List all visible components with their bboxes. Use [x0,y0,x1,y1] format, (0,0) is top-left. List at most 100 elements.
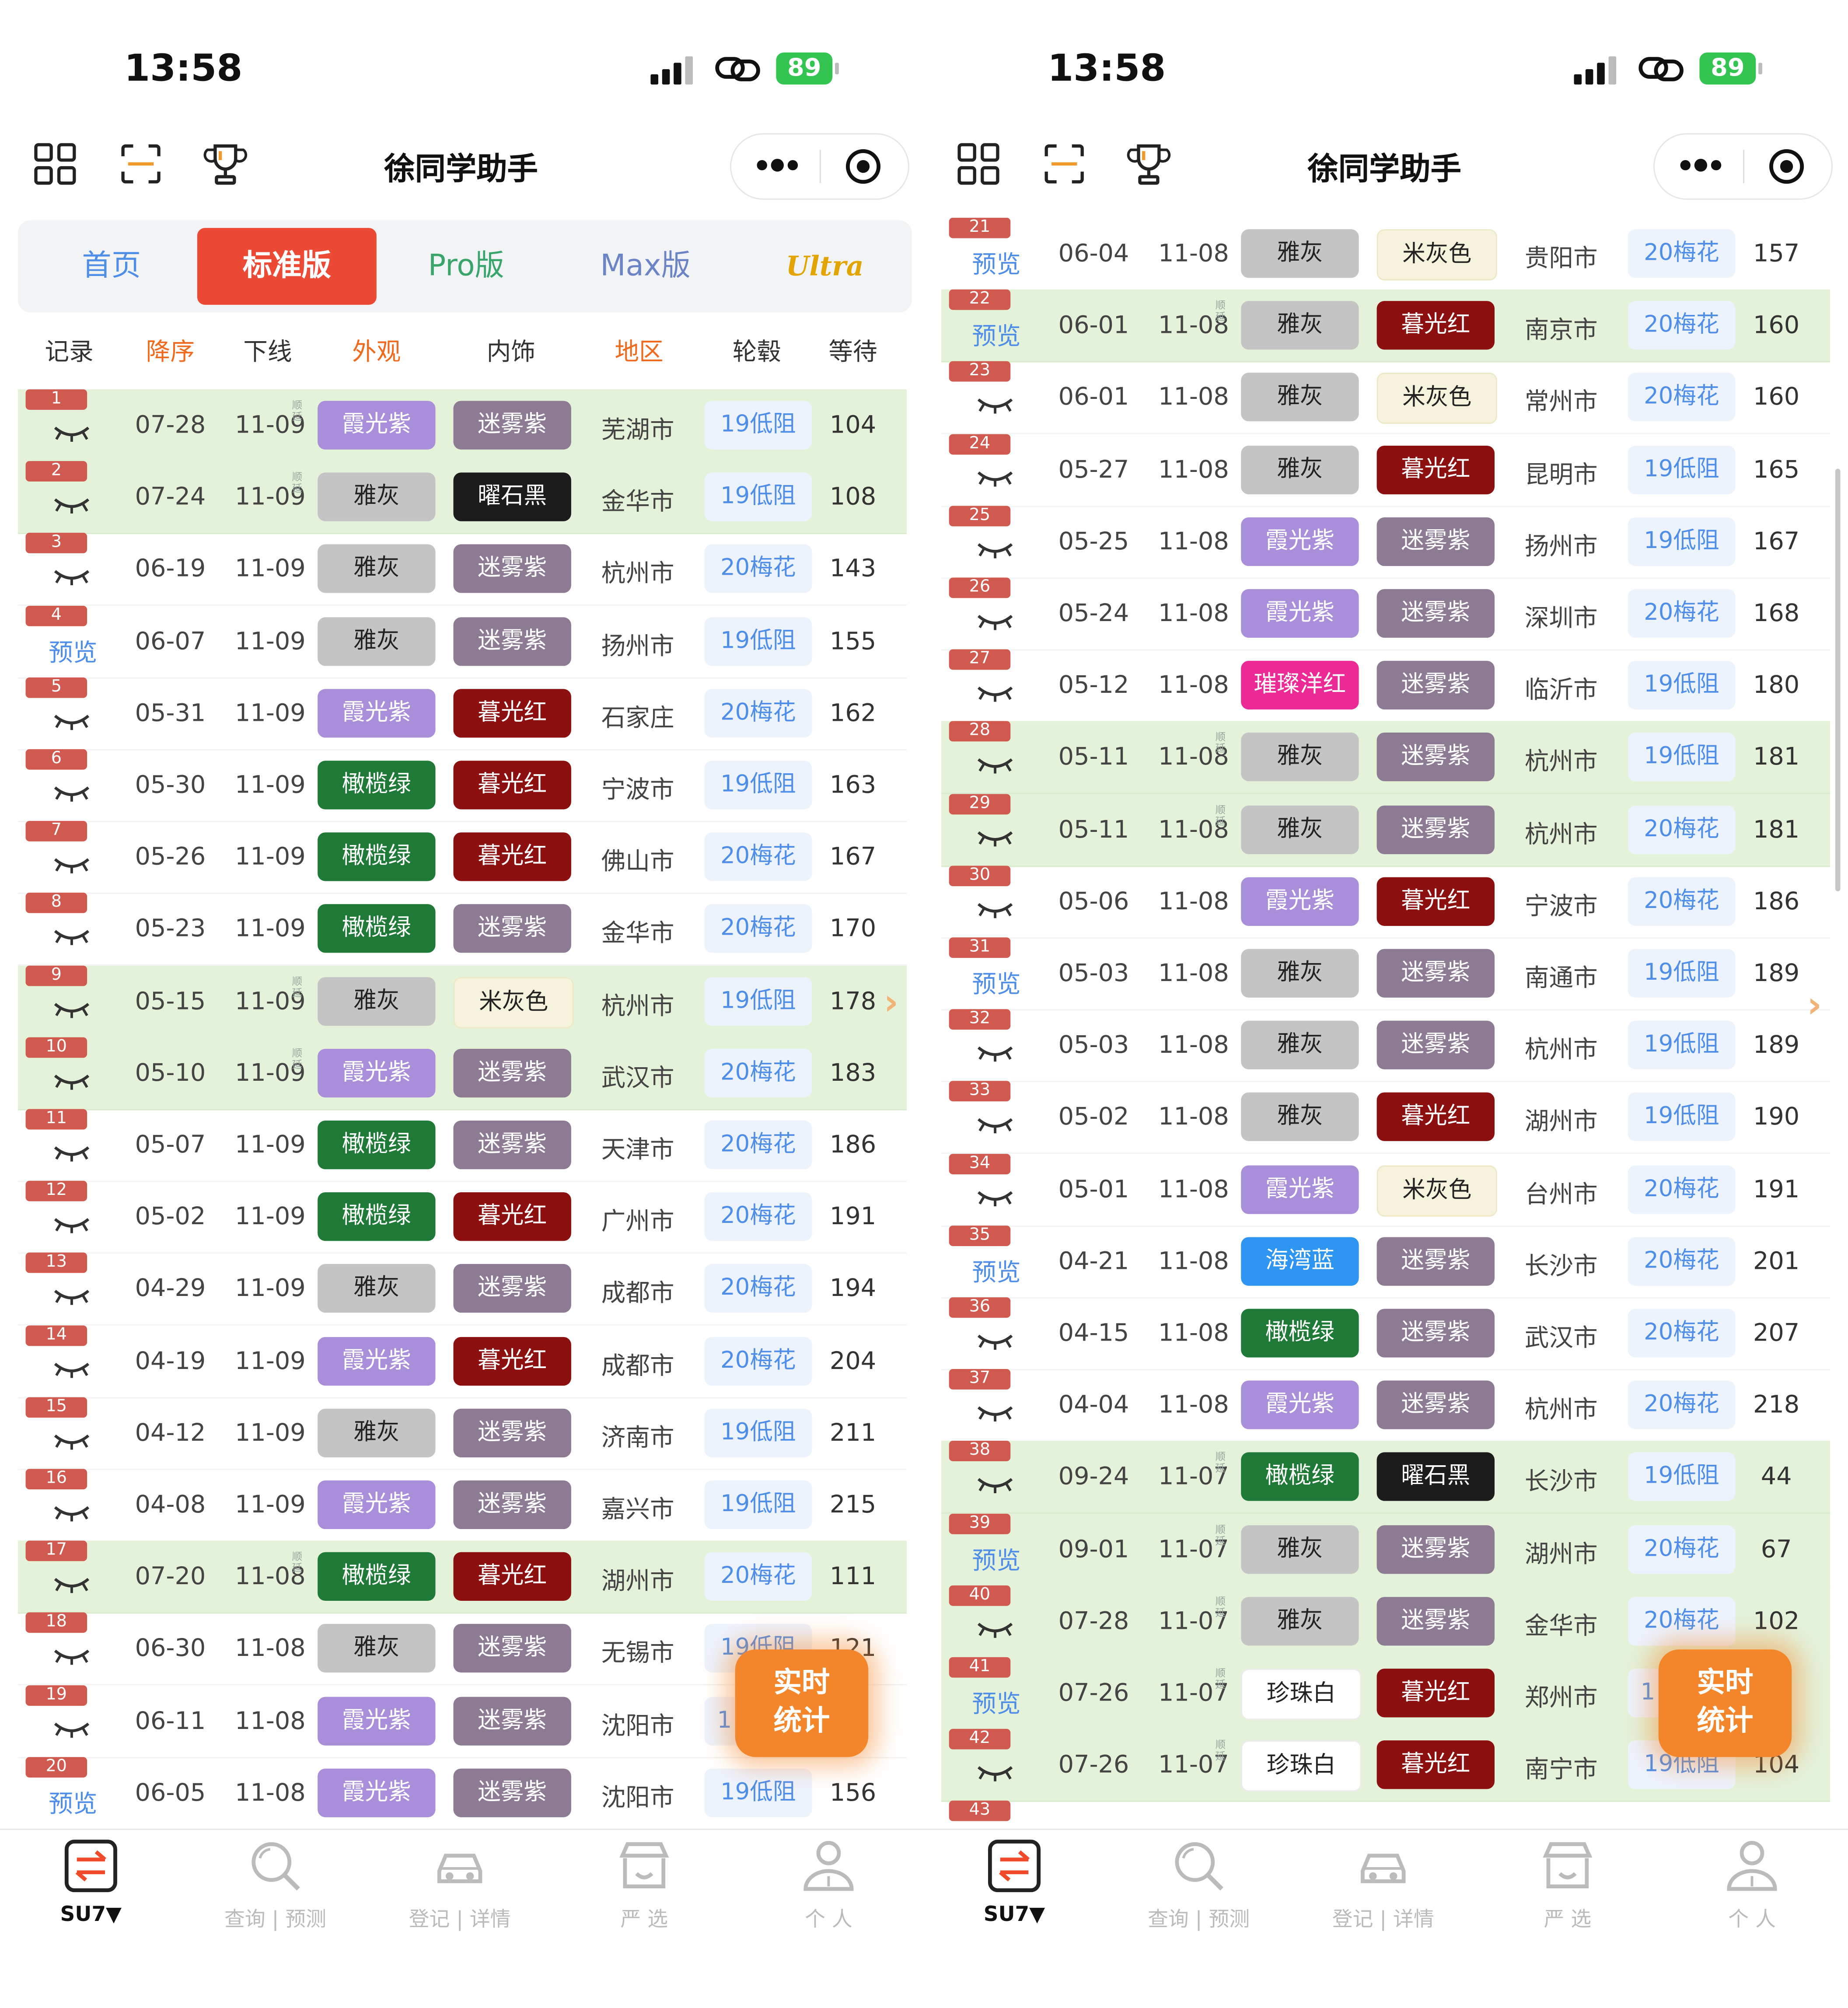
realtime-stats-button[interactable]: 实时 统计 [1658,1649,1792,1757]
eye-closed-icon[interactable] [51,855,92,874]
trophy-icon[interactable] [1126,141,1172,187]
table-row[interactable]: 4 预览 06-07 11-09 雅灰 迷雾紫 扬州市 19低阻 155 [17,605,907,678]
table-row[interactable]: 16 04-08 11-09 霞光紫 迷雾紫 嘉兴市 19低阻 215 [17,1469,907,1542]
eye-closed-icon[interactable] [51,423,92,442]
scan-icon[interactable] [1041,141,1087,187]
bottom-tab-swap[interactable]: SU7▼ [8,1838,175,1926]
eye-closed-icon[interactable] [51,566,92,586]
preview-link[interactable]: 预览 [972,1258,1021,1287]
table-row[interactable]: 39 预览 09-01 11-07 顺延 雅灰 迷雾紫 湖州市 20梅花 67 [941,1513,1831,1586]
eye-closed-icon[interactable] [51,1070,92,1090]
eye-closed-icon[interactable] [975,1403,1016,1422]
eye-closed-icon[interactable] [51,926,92,946]
header-record[interactable]: 记录 [45,338,94,367]
table-row[interactable]: 43 [941,1801,1830,1829]
eye-closed-icon[interactable] [975,1762,1016,1782]
table-row[interactable]: 30 05-06 11-08 霞光紫 暮光红 宁波市 20梅花 186 [941,865,1831,939]
eye-closed-icon[interactable] [51,1214,92,1234]
bottom-tab-search[interactable]: 查询 | 预测 [1115,1838,1282,1933]
table-row[interactable]: 17 07-20 11-08 顺延 橄榄绿 暮光红 湖州市 20梅花 111 [17,1540,907,1614]
eye-closed-icon[interactable] [975,1474,1016,1494]
table-row[interactable]: 36 04-15 11-08 橄榄绿 迷雾紫 武汉市 20梅花 207 [941,1297,1831,1370]
table-row[interactable]: 29 05-11 11-08 顺延 雅灰 迷雾紫 杭州市 20梅花 181 [941,793,1831,867]
grid-icon[interactable] [32,141,78,187]
preview-link[interactable]: 预览 [49,638,98,667]
eye-closed-icon[interactable] [51,1574,92,1593]
preview-link[interactable]: 预览 [972,1690,1021,1719]
header-region[interactable]: 地区 [615,338,664,367]
eye-closed-icon[interactable] [51,495,92,514]
eye-closed-icon[interactable] [975,899,1016,918]
eye-closed-icon[interactable] [51,710,92,730]
tab-max[interactable]: Max版 [600,249,691,283]
close-target-icon[interactable] [844,147,883,186]
bottom-tab-store[interactable]: 严 选 [561,1838,727,1933]
eye-closed-icon[interactable] [975,467,1016,486]
eye-closed-icon[interactable] [975,827,1016,846]
table-row[interactable]: 15 04-12 11-09 雅灰 迷雾紫 济南市 19低阻 211 [17,1397,907,1470]
header-offline[interactable]: 下线 [243,338,292,367]
header-exterior[interactable]: 外观 [352,338,401,367]
eye-closed-icon[interactable] [975,755,1016,774]
table-row[interactable]: 6 05-30 11-09 橄榄绿 暮光红 宁波市 19低阻 163 [17,749,907,822]
table-row[interactable]: 35 预览 04-21 11-08 海湾蓝 迷雾紫 长沙市 20梅花 201 [941,1225,1831,1299]
table-row[interactable]: 11 05-07 11-09 橄榄绿 迷雾紫 天津市 20梅花 186 [17,1109,907,1182]
eye-closed-icon[interactable] [51,1430,92,1449]
table-row[interactable]: 33 05-02 11-08 雅灰 暮光红 湖州市 19低阻 190 [941,1081,1831,1155]
table-row[interactable]: 3 06-19 11-09 雅灰 迷雾紫 杭州市 20梅花 143 [17,533,907,607]
bottom-tab-swap[interactable]: SU7▼ [931,1838,1098,1926]
header-wheel[interactable]: 轮毂 [732,338,782,367]
table-row[interactable]: 9 05-15 11-09 顺延 雅灰 米灰色 杭州市 19低阻 178 [17,965,907,1038]
eye-closed-icon[interactable] [975,395,1016,414]
table-row[interactable]: 21 预览 06-04 11-08 雅灰 米灰色 贵阳市 20梅花 157 [941,217,1831,291]
header-wait[interactable]: 等待 [828,338,877,367]
scrollbar[interactable] [1835,468,1841,891]
preview-link[interactable]: 预览 [49,1790,98,1819]
eye-closed-icon[interactable] [975,539,1016,559]
eye-closed-icon[interactable] [51,1502,92,1522]
table-row[interactable]: 20 预览 06-05 11-08 霞光紫 迷雾紫 沈阳市 19低阻 156 [17,1757,907,1829]
eye-closed-icon[interactable] [51,1646,92,1666]
eye-closed-icon[interactable] [975,1043,1016,1062]
table-row[interactable]: 2 07-24 11-09 顺延 雅灰 曜石黑 金华市 19低阻 108 [17,461,907,534]
preview-link[interactable]: 预览 [972,1546,1021,1575]
table-row[interactable]: 40 07-28 11-07 顺延 雅灰 迷雾紫 金华市 20梅花 102 [941,1585,1831,1659]
preview-link[interactable]: 预览 [972,971,1021,999]
table-row[interactable]: 24 05-27 11-08 雅灰 暮光红 昆明市 19低阻 165 [941,433,1831,507]
table-row[interactable]: 32 05-03 11-08 雅灰 迷雾紫 杭州市 19低阻 189 [941,1009,1831,1083]
bottom-tab-car[interactable]: 登记 | 详情 [1300,1838,1467,1933]
table-row[interactable]: 22 预览 06-01 11-08 顺延 雅灰 暮光红 南京市 20梅花 160 [941,290,1831,363]
bottom-tab-car[interactable]: 登记 | 详情 [377,1838,543,1933]
trophy-icon[interactable] [203,141,248,187]
next-page-chevron-icon[interactable]: › [1807,983,1822,1026]
more-icon[interactable] [755,152,800,178]
scan-icon[interactable] [118,141,164,187]
eye-closed-icon[interactable] [51,1286,92,1306]
table-row[interactable]: 13 04-29 11-09 雅灰 迷雾紫 成都市 20梅花 194 [17,1253,907,1326]
table-row[interactable]: 23 06-01 11-08 雅灰 米灰色 常州市 20梅花 160 [941,361,1831,435]
table-row[interactable]: 27 05-12 11-08 璀璨洋红 迷雾紫 临沂市 19低阻 180 [941,650,1831,723]
eye-closed-icon[interactable] [51,782,92,802]
bottom-tab-user[interactable]: 个 人 [745,1838,912,1933]
table-row[interactable]: 1 07-28 11-09 顺延 霞光紫 迷雾紫 芜湖市 19低阻 104 [17,389,907,463]
table-row[interactable]: 38 09-24 11-07 顺延 橄榄绿 曜石黑 长沙市 19低阻 44 [941,1441,1831,1515]
realtime-stats-button[interactable]: 实时 统计 [735,1649,869,1757]
header-sort-desc[interactable]: 降序 [146,338,195,367]
bottom-tab-search[interactable]: 查询 | 预测 [192,1838,359,1933]
eye-closed-icon[interactable] [51,1718,92,1738]
table-row[interactable]: 26 05-24 11-08 霞光紫 迷雾紫 深圳市 20梅花 168 [941,577,1831,651]
preview-link[interactable]: 预览 [972,251,1021,279]
bottom-tab-store[interactable]: 严 选 [1485,1838,1651,1933]
tab-standard[interactable]: 标准版 [197,228,377,305]
table-row[interactable]: 28 05-11 11-08 顺延 雅灰 迷雾紫 杭州市 19低阻 181 [941,721,1831,795]
eye-closed-icon[interactable] [51,1142,92,1162]
eye-closed-icon[interactable] [975,1618,1016,1638]
eye-closed-icon[interactable] [975,611,1016,630]
eye-closed-icon[interactable] [51,1358,92,1378]
grid-icon[interactable] [955,141,1001,187]
more-icon[interactable] [1678,152,1724,178]
close-target-icon[interactable] [1768,147,1806,186]
tab-home[interactable]: 首页 [82,249,141,283]
table-row[interactable]: 8 05-23 11-09 橄榄绿 迷雾紫 金华市 20梅花 170 [17,893,907,966]
tab-ultra[interactable]: Ultra [786,249,864,282]
